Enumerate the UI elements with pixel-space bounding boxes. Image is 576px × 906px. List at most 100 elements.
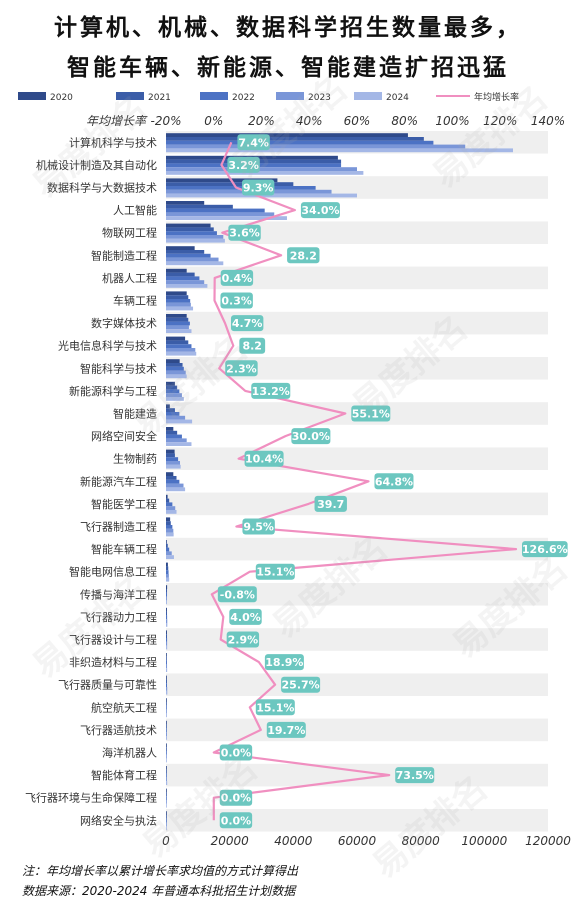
bottom-axis-tick-label: 120000 — [525, 834, 571, 848]
growth-label-text: 2.3% — [226, 362, 257, 375]
bar-2022 — [166, 660, 167, 665]
bar-2024 — [166, 623, 168, 627]
legend-swatch — [354, 92, 382, 100]
growth-label: 19.7% — [266, 721, 306, 738]
footnote: 注：年均增长率以累计增长率求均值的方式计算得出 — [22, 864, 299, 878]
bar-2022 — [166, 818, 167, 823]
bar-2023 — [166, 167, 357, 171]
growth-label-text: 18.9% — [265, 656, 303, 669]
bar-2020 — [166, 133, 408, 137]
bar-2021 — [166, 453, 175, 458]
bar-2024 — [166, 758, 167, 763]
bar-2020 — [166, 766, 167, 770]
growth-label: 39.7 — [314, 495, 347, 512]
legend-swatch — [276, 92, 304, 100]
growth-label: 3.2% — [227, 156, 260, 173]
bar-2020 — [166, 404, 170, 409]
category-label: 飞行器适航技术 — [80, 723, 157, 737]
bar-2022 — [166, 773, 167, 778]
bottom-axis-tick-label: 100000 — [461, 834, 507, 848]
growth-label-text: 30.0% — [292, 430, 330, 443]
bar-2021 — [166, 430, 178, 435]
growth-label-text: 0.3% — [221, 295, 252, 308]
bottom-axis-tick-label: 60000 — [338, 834, 377, 848]
legend-label: 2023 — [308, 93, 331, 103]
row-band — [166, 537, 548, 561]
legend-swatch — [18, 92, 46, 100]
chart-title-line-1: 计算机、机械、数据科学招生数量最多， — [54, 14, 522, 41]
bar-2023 — [166, 506, 176, 510]
bar-2020 — [166, 698, 167, 702]
bar-2021 — [166, 476, 177, 480]
growth-label-text: -0.8% — [220, 588, 255, 601]
growth-label: 9.5% — [242, 518, 275, 535]
bar-2023 — [166, 212, 275, 217]
growth-label-box — [219, 812, 253, 829]
bar-2024 — [166, 826, 167, 831]
bar-2024 — [166, 690, 168, 695]
growth-label-box — [242, 518, 275, 535]
bar-2024 — [166, 351, 197, 356]
bar-2021 — [166, 182, 294, 186]
top-axis-tick-label: 0% — [204, 114, 223, 128]
growth-label-text: 9.5% — [243, 521, 274, 534]
growth-label: 64.8% — [374, 473, 414, 490]
top-axis-tick-label: 40% — [296, 114, 323, 128]
growth-label-box — [220, 269, 254, 286]
bar-2022 — [166, 615, 168, 620]
bar-2023 — [166, 732, 167, 736]
growth-label: 3.6% — [228, 224, 261, 241]
bar-2020 — [166, 427, 174, 431]
legend-label: 2024 — [386, 93, 409, 103]
bar-2022 — [166, 457, 179, 461]
growth-label: 73.5% — [395, 767, 435, 784]
bar-2023 — [166, 415, 186, 420]
growth-label-box — [314, 495, 347, 512]
category-label: 网络安全与执法 — [80, 813, 157, 827]
bar-2022 — [166, 570, 169, 574]
row-band — [166, 492, 548, 516]
growth-label-box — [226, 631, 260, 648]
top-axis-tick-label: 20% — [248, 114, 275, 128]
category-label: 飞行器动力工程 — [80, 611, 157, 624]
growth-label-text: 0.0% — [221, 747, 252, 760]
bar-2020 — [166, 562, 168, 567]
data-source: 数据来源：2020-2024 年普通本科批招生计划数据 — [22, 884, 296, 898]
row-band — [166, 763, 548, 787]
bar-2022 — [166, 525, 173, 529]
bar-2024 — [166, 713, 167, 718]
category-label: 海洋机器人 — [102, 746, 157, 760]
growth-label-box — [244, 450, 284, 467]
bar-2021 — [166, 204, 233, 209]
bar-2021 — [166, 702, 167, 706]
growth-label-box — [287, 247, 320, 264]
growth-label-box — [220, 292, 253, 309]
growth-label: 30.0% — [291, 428, 331, 445]
category-label: 智能体育工程 — [91, 768, 157, 782]
growth-label-box — [281, 676, 321, 693]
bar-2021 — [166, 747, 167, 751]
category-label: 新能源汽车工程 — [80, 474, 157, 488]
growth-label: 9.3% — [241, 179, 275, 196]
bar-2021 — [166, 543, 168, 548]
category-label: 光电信息科学与技术 — [58, 339, 157, 353]
growth-label: 25.7% — [281, 676, 321, 693]
bar-2021 — [166, 295, 189, 299]
category-label: 智能电网信息工程 — [69, 565, 157, 579]
category-label: 传播与海洋工程 — [80, 587, 157, 601]
top-axis-tick-label: 80% — [391, 114, 418, 128]
growth-label-text: 10.4% — [245, 453, 283, 466]
bar-2023 — [166, 800, 167, 804]
bottom-axis-tick-label: 40000 — [274, 834, 313, 848]
bar-2022 — [166, 547, 170, 552]
category-label: 智能制造工程 — [91, 248, 157, 262]
bar-2022 — [166, 592, 168, 597]
bar-2023 — [166, 302, 191, 307]
bar-2022 — [166, 434, 182, 439]
bar-2021 — [166, 679, 167, 684]
bar-2020 — [166, 449, 175, 454]
growth-label: 2.3% — [225, 360, 258, 377]
growth-label-box — [239, 337, 266, 354]
bar-2024 — [166, 397, 184, 401]
growth-label-box — [374, 473, 414, 490]
